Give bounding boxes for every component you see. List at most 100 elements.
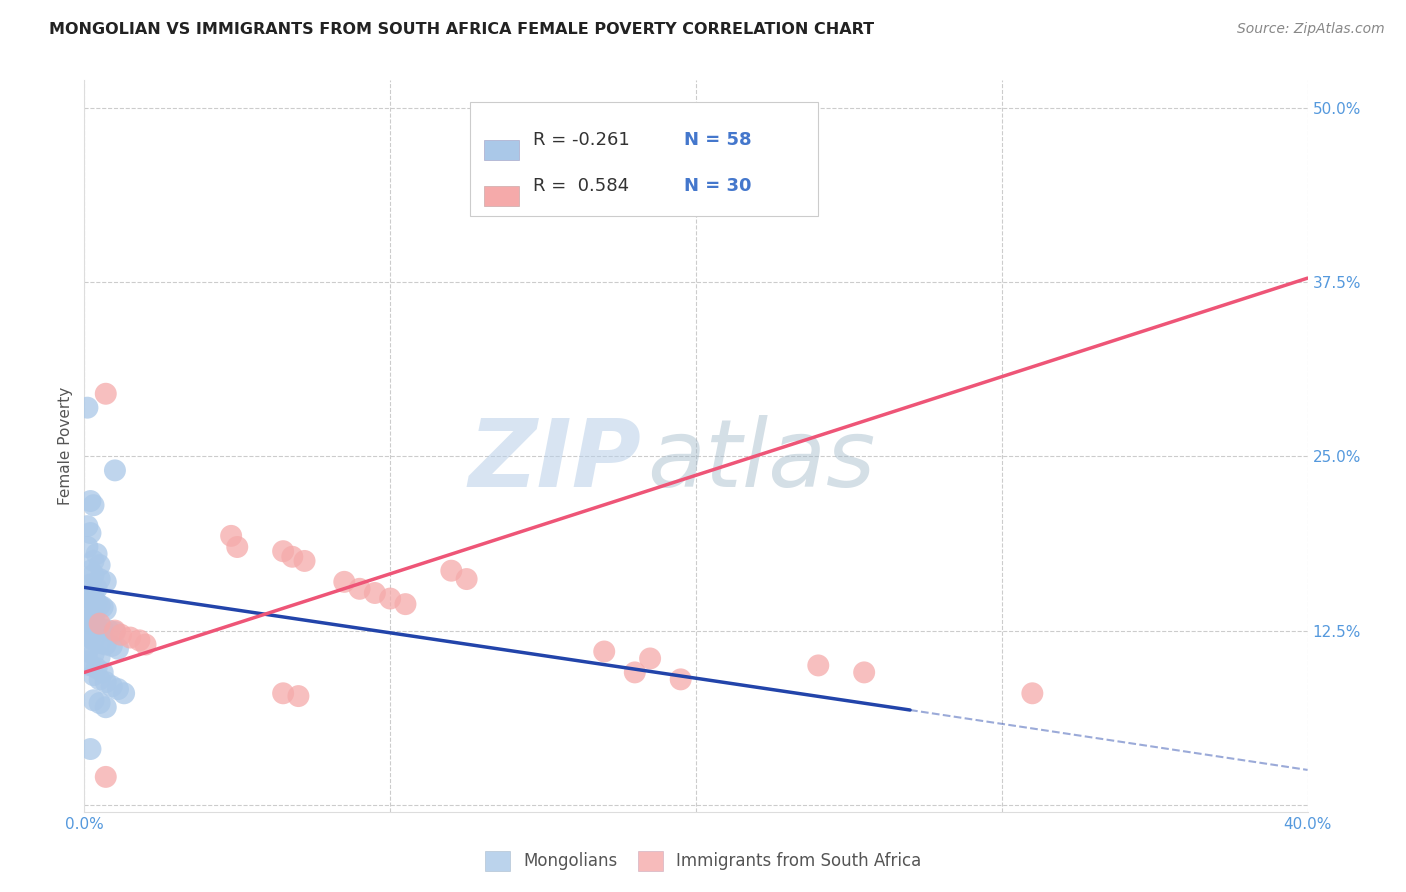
- Point: [83, 633, 105, 648]
- Point: [853, 665, 876, 680]
- Point: [86, 596, 108, 610]
- Point: [79, 564, 101, 578]
- Point: [79, 742, 101, 756]
- Point: [110, 628, 132, 642]
- Point: [76, 614, 98, 628]
- Point: [638, 651, 661, 665]
- Point: [287, 689, 309, 703]
- Point: [83, 693, 105, 707]
- Point: [79, 494, 101, 508]
- Point: [76, 540, 98, 554]
- FancyBboxPatch shape: [484, 139, 519, 160]
- Point: [76, 401, 98, 415]
- Point: [364, 586, 387, 600]
- Point: [89, 650, 111, 665]
- Point: [112, 686, 135, 700]
- Y-axis label: Female Poverty: Female Poverty: [58, 387, 73, 505]
- Point: [83, 586, 105, 600]
- Point: [89, 696, 111, 710]
- Point: [94, 603, 117, 617]
- Point: [79, 577, 101, 591]
- Point: [76, 519, 98, 533]
- Point: [89, 558, 111, 573]
- Point: [76, 628, 98, 642]
- Point: [128, 633, 150, 648]
- Point: [89, 636, 111, 650]
- Point: [593, 644, 616, 658]
- Point: [91, 665, 114, 680]
- Point: [86, 619, 108, 633]
- Point: [394, 597, 416, 611]
- Point: [380, 591, 402, 606]
- Point: [107, 641, 129, 656]
- Point: [440, 564, 463, 578]
- Point: [101, 679, 124, 693]
- Point: [83, 648, 105, 662]
- Point: [333, 574, 356, 589]
- Point: [104, 463, 127, 477]
- Point: [79, 526, 101, 541]
- FancyBboxPatch shape: [484, 186, 519, 206]
- Point: [456, 572, 478, 586]
- Point: [76, 584, 98, 599]
- Point: [89, 616, 111, 631]
- FancyBboxPatch shape: [470, 103, 818, 216]
- Point: [83, 554, 105, 568]
- Point: [1021, 686, 1043, 700]
- Text: R =  0.584: R = 0.584: [533, 178, 630, 195]
- Point: [79, 608, 101, 623]
- Point: [79, 591, 101, 606]
- Point: [83, 498, 105, 512]
- Point: [135, 638, 157, 652]
- Point: [294, 554, 316, 568]
- Point: [83, 609, 105, 624]
- Point: [94, 574, 117, 589]
- Text: MONGOLIAN VS IMMIGRANTS FROM SOUTH AFRICA FEMALE POVERTY CORRELATION CHART: MONGOLIAN VS IMMIGRANTS FROM SOUTH AFRIC…: [49, 22, 875, 37]
- Point: [624, 665, 647, 680]
- Text: ZIP: ZIP: [468, 415, 641, 507]
- Text: N = 58: N = 58: [683, 131, 751, 149]
- Point: [91, 622, 114, 636]
- Point: [271, 686, 294, 700]
- Point: [83, 567, 105, 582]
- Point: [94, 770, 117, 784]
- Point: [107, 682, 129, 697]
- Point: [76, 644, 98, 658]
- Point: [83, 668, 105, 682]
- Point: [226, 540, 249, 554]
- Point: [271, 544, 294, 558]
- Point: [76, 654, 98, 668]
- Point: [349, 582, 371, 596]
- Point: [669, 673, 692, 687]
- Point: [104, 625, 127, 640]
- Point: [76, 606, 98, 620]
- Point: [91, 599, 114, 614]
- Point: [94, 386, 117, 401]
- Point: [86, 661, 108, 675]
- Point: [94, 675, 117, 690]
- Point: [120, 631, 142, 645]
- Text: atlas: atlas: [647, 415, 876, 506]
- Text: R = -0.261: R = -0.261: [533, 131, 630, 149]
- Point: [86, 582, 108, 596]
- Point: [807, 658, 830, 673]
- Point: [79, 616, 101, 631]
- Point: [83, 594, 105, 608]
- Text: N = 30: N = 30: [683, 178, 751, 195]
- Point: [281, 549, 304, 564]
- Point: [89, 572, 111, 586]
- Legend: Mongolians, Immigrants from South Africa: Mongolians, Immigrants from South Africa: [477, 842, 929, 880]
- Point: [94, 638, 117, 652]
- Point: [104, 624, 127, 638]
- Point: [101, 639, 124, 653]
- Text: Source: ZipAtlas.com: Source: ZipAtlas.com: [1237, 22, 1385, 37]
- Point: [219, 529, 242, 543]
- Point: [89, 673, 111, 687]
- Point: [76, 589, 98, 603]
- Point: [97, 624, 120, 638]
- Point: [79, 658, 101, 673]
- Point: [86, 547, 108, 561]
- Point: [89, 599, 111, 613]
- Point: [79, 631, 101, 645]
- Point: [94, 700, 117, 714]
